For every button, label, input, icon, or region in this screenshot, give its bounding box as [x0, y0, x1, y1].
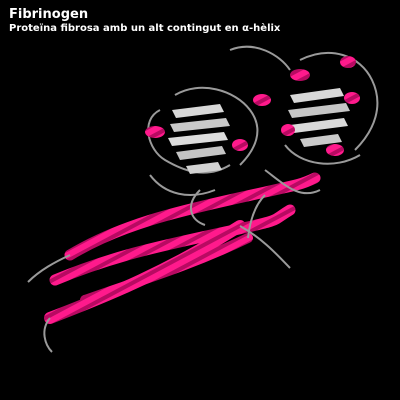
beta-sheet: [170, 118, 230, 132]
beta-sheet: [288, 103, 350, 118]
beta-sheet: [168, 132, 228, 146]
coil-loop: [229, 45, 291, 71]
helix-segment: [253, 94, 271, 106]
helix-segment: [232, 139, 248, 151]
helix-segment: [145, 126, 165, 138]
helix-segment: [326, 144, 344, 156]
beta-sheet: [290, 88, 344, 103]
helix-segment: [290, 69, 310, 81]
helix-segment: [344, 92, 360, 104]
globular-domain-right: [229, 45, 379, 195]
coiled-coil-helix-bundle: [44, 172, 321, 324]
helix-strand-front: [80, 233, 253, 305]
beta-sheet: [290, 118, 348, 133]
trailing-coils: [27, 189, 291, 353]
coil-loop: [174, 86, 259, 166]
coil-loop: [284, 144, 361, 165]
helix-segment: [340, 56, 356, 68]
image-subtitle: Proteïna fibrosa amb un alt contingut en…: [9, 23, 281, 34]
coil-loop: [147, 109, 231, 174]
globular-domain-left: [145, 86, 271, 196]
coil-loop: [247, 194, 266, 239]
coil-loop: [149, 174, 216, 196]
image-title: Fibrinogen: [9, 7, 89, 22]
helix-strand-upper: [64, 172, 321, 261]
beta-sheet: [172, 104, 224, 118]
beta-sheet: [186, 162, 222, 174]
beta-sheet: [176, 146, 226, 160]
helix-segment: [281, 124, 295, 136]
coil-loop: [299, 51, 379, 151]
coil-loop: [264, 169, 321, 195]
beta-sheet: [300, 134, 342, 147]
caption: Fibrinogen Proteïna fibrosa amb un alt c…: [9, 8, 280, 35]
coil-loop: [190, 189, 206, 226]
coil-loop: [239, 225, 291, 269]
coil-loop: [27, 254, 71, 283]
coil-loop: [43, 317, 53, 353]
